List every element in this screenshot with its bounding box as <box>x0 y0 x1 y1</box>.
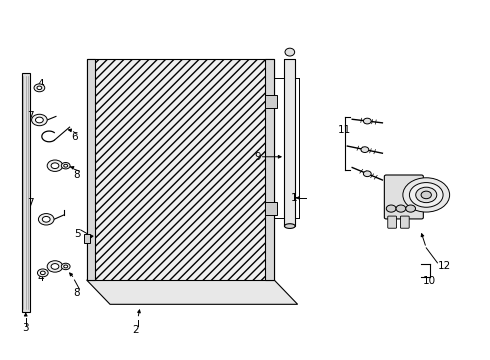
Ellipse shape <box>285 48 294 56</box>
Circle shape <box>51 264 59 269</box>
Circle shape <box>364 118 371 124</box>
Text: 6: 6 <box>71 132 78 142</box>
Text: 3: 3 <box>22 323 28 333</box>
Text: 9: 9 <box>255 152 261 162</box>
Polygon shape <box>266 202 277 215</box>
Ellipse shape <box>285 224 295 229</box>
Circle shape <box>403 178 450 212</box>
FancyBboxPatch shape <box>384 175 423 219</box>
Circle shape <box>40 271 45 275</box>
Polygon shape <box>266 59 274 280</box>
Circle shape <box>64 265 68 268</box>
Polygon shape <box>87 280 297 304</box>
Circle shape <box>396 205 406 212</box>
FancyBboxPatch shape <box>388 216 396 228</box>
Text: 8: 8 <box>74 288 80 297</box>
Circle shape <box>51 163 59 168</box>
Polygon shape <box>87 59 274 280</box>
Circle shape <box>406 205 416 212</box>
Circle shape <box>42 216 50 222</box>
Text: 7: 7 <box>27 111 33 121</box>
Circle shape <box>410 183 443 207</box>
Circle shape <box>47 261 63 272</box>
Circle shape <box>364 171 371 177</box>
FancyBboxPatch shape <box>22 73 30 312</box>
Circle shape <box>37 86 42 90</box>
Circle shape <box>47 160 63 171</box>
Text: 11: 11 <box>338 125 351 135</box>
Circle shape <box>386 205 396 212</box>
Polygon shape <box>87 59 96 280</box>
Circle shape <box>31 114 47 126</box>
Text: 5: 5 <box>74 229 81 239</box>
Circle shape <box>38 213 54 225</box>
Circle shape <box>37 269 48 277</box>
Circle shape <box>421 191 431 199</box>
Circle shape <box>35 117 43 123</box>
FancyBboxPatch shape <box>84 234 90 243</box>
Circle shape <box>34 84 45 92</box>
FancyBboxPatch shape <box>400 216 409 228</box>
Text: 2: 2 <box>132 325 139 335</box>
Text: 10: 10 <box>423 276 436 286</box>
Circle shape <box>361 147 369 153</box>
Text: 8: 8 <box>74 170 80 180</box>
Text: 4: 4 <box>37 78 44 89</box>
Text: 1: 1 <box>291 193 298 203</box>
Circle shape <box>61 162 70 169</box>
Polygon shape <box>266 95 277 108</box>
Circle shape <box>416 187 437 203</box>
Text: 4: 4 <box>37 273 44 283</box>
Circle shape <box>64 164 68 167</box>
Text: 12: 12 <box>438 261 451 271</box>
Text: 7: 7 <box>27 198 33 208</box>
Circle shape <box>61 263 70 270</box>
Polygon shape <box>285 59 295 226</box>
